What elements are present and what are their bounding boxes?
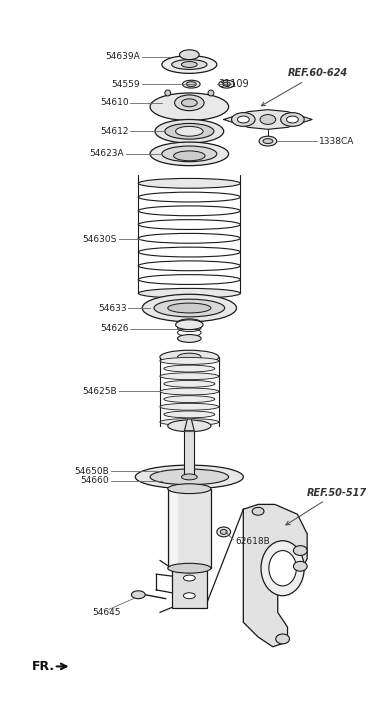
Text: 54623A: 54623A bbox=[89, 149, 124, 158]
Ellipse shape bbox=[238, 116, 249, 123]
Ellipse shape bbox=[231, 113, 255, 126]
Ellipse shape bbox=[136, 465, 243, 489]
Ellipse shape bbox=[138, 178, 240, 188]
Ellipse shape bbox=[179, 49, 199, 60]
Bar bbox=[170, 489, 177, 569]
Ellipse shape bbox=[160, 358, 219, 364]
Ellipse shape bbox=[165, 124, 214, 139]
Ellipse shape bbox=[172, 60, 207, 69]
Text: 31109: 31109 bbox=[219, 79, 249, 89]
Ellipse shape bbox=[160, 388, 219, 395]
Ellipse shape bbox=[162, 146, 217, 161]
Bar bbox=[172, 569, 207, 608]
Text: 54559: 54559 bbox=[112, 80, 140, 89]
Ellipse shape bbox=[181, 62, 197, 68]
Text: 54626: 54626 bbox=[100, 324, 129, 333]
Bar bbox=[168, 489, 211, 569]
Ellipse shape bbox=[183, 593, 195, 598]
Ellipse shape bbox=[217, 527, 231, 537]
Ellipse shape bbox=[186, 81, 196, 87]
Ellipse shape bbox=[174, 151, 205, 161]
Ellipse shape bbox=[131, 591, 145, 598]
Ellipse shape bbox=[162, 56, 217, 73]
Ellipse shape bbox=[150, 93, 229, 121]
Ellipse shape bbox=[223, 82, 231, 86]
Ellipse shape bbox=[182, 80, 200, 88]
Text: 54630S: 54630S bbox=[82, 235, 117, 244]
Text: REF.50-517: REF.50-517 bbox=[286, 488, 367, 525]
Ellipse shape bbox=[168, 483, 211, 494]
Ellipse shape bbox=[160, 419, 219, 425]
Ellipse shape bbox=[176, 320, 203, 329]
Ellipse shape bbox=[263, 139, 273, 143]
Ellipse shape bbox=[281, 113, 304, 126]
Ellipse shape bbox=[168, 563, 211, 573]
Ellipse shape bbox=[138, 289, 240, 298]
Ellipse shape bbox=[160, 350, 219, 364]
Text: 54625B: 54625B bbox=[82, 387, 117, 396]
Ellipse shape bbox=[261, 541, 304, 595]
Ellipse shape bbox=[259, 136, 277, 146]
Ellipse shape bbox=[252, 507, 264, 515]
Text: FR.: FR. bbox=[32, 660, 55, 673]
Ellipse shape bbox=[286, 116, 298, 123]
Ellipse shape bbox=[293, 546, 307, 555]
Ellipse shape bbox=[269, 550, 296, 586]
Ellipse shape bbox=[176, 126, 203, 136]
Ellipse shape bbox=[183, 575, 195, 581]
Ellipse shape bbox=[177, 353, 201, 361]
Text: 54660: 54660 bbox=[80, 476, 109, 486]
Text: 54650B: 54650B bbox=[74, 467, 109, 475]
Ellipse shape bbox=[150, 469, 229, 485]
Polygon shape bbox=[224, 110, 312, 129]
Polygon shape bbox=[243, 505, 307, 647]
Text: 54610: 54610 bbox=[100, 98, 129, 108]
Ellipse shape bbox=[160, 403, 219, 410]
Ellipse shape bbox=[164, 395, 215, 403]
Ellipse shape bbox=[219, 80, 234, 88]
Ellipse shape bbox=[181, 99, 197, 107]
Polygon shape bbox=[184, 419, 194, 431]
Ellipse shape bbox=[168, 420, 211, 432]
Ellipse shape bbox=[208, 90, 214, 96]
Ellipse shape bbox=[165, 90, 171, 96]
Bar bbox=[184, 431, 194, 475]
Ellipse shape bbox=[154, 300, 225, 317]
Ellipse shape bbox=[220, 529, 227, 534]
Text: 62618B: 62618B bbox=[236, 537, 270, 546]
Ellipse shape bbox=[142, 294, 236, 322]
Ellipse shape bbox=[164, 411, 215, 418]
Ellipse shape bbox=[168, 303, 211, 313]
Ellipse shape bbox=[177, 334, 201, 342]
Text: 54639A: 54639A bbox=[105, 52, 140, 61]
Ellipse shape bbox=[293, 561, 307, 571]
Text: 54612: 54612 bbox=[100, 126, 129, 136]
Ellipse shape bbox=[164, 380, 215, 387]
Ellipse shape bbox=[150, 142, 229, 166]
Ellipse shape bbox=[181, 474, 197, 480]
Text: REF.60-624: REF.60-624 bbox=[261, 68, 348, 106]
Text: 54633: 54633 bbox=[98, 304, 127, 313]
Ellipse shape bbox=[276, 634, 290, 644]
Ellipse shape bbox=[164, 365, 215, 372]
Text: 1338CA: 1338CA bbox=[319, 137, 354, 145]
Ellipse shape bbox=[260, 115, 276, 124]
Text: 54645: 54645 bbox=[93, 608, 121, 617]
Ellipse shape bbox=[160, 373, 219, 379]
Ellipse shape bbox=[175, 95, 204, 111]
Ellipse shape bbox=[155, 119, 224, 143]
